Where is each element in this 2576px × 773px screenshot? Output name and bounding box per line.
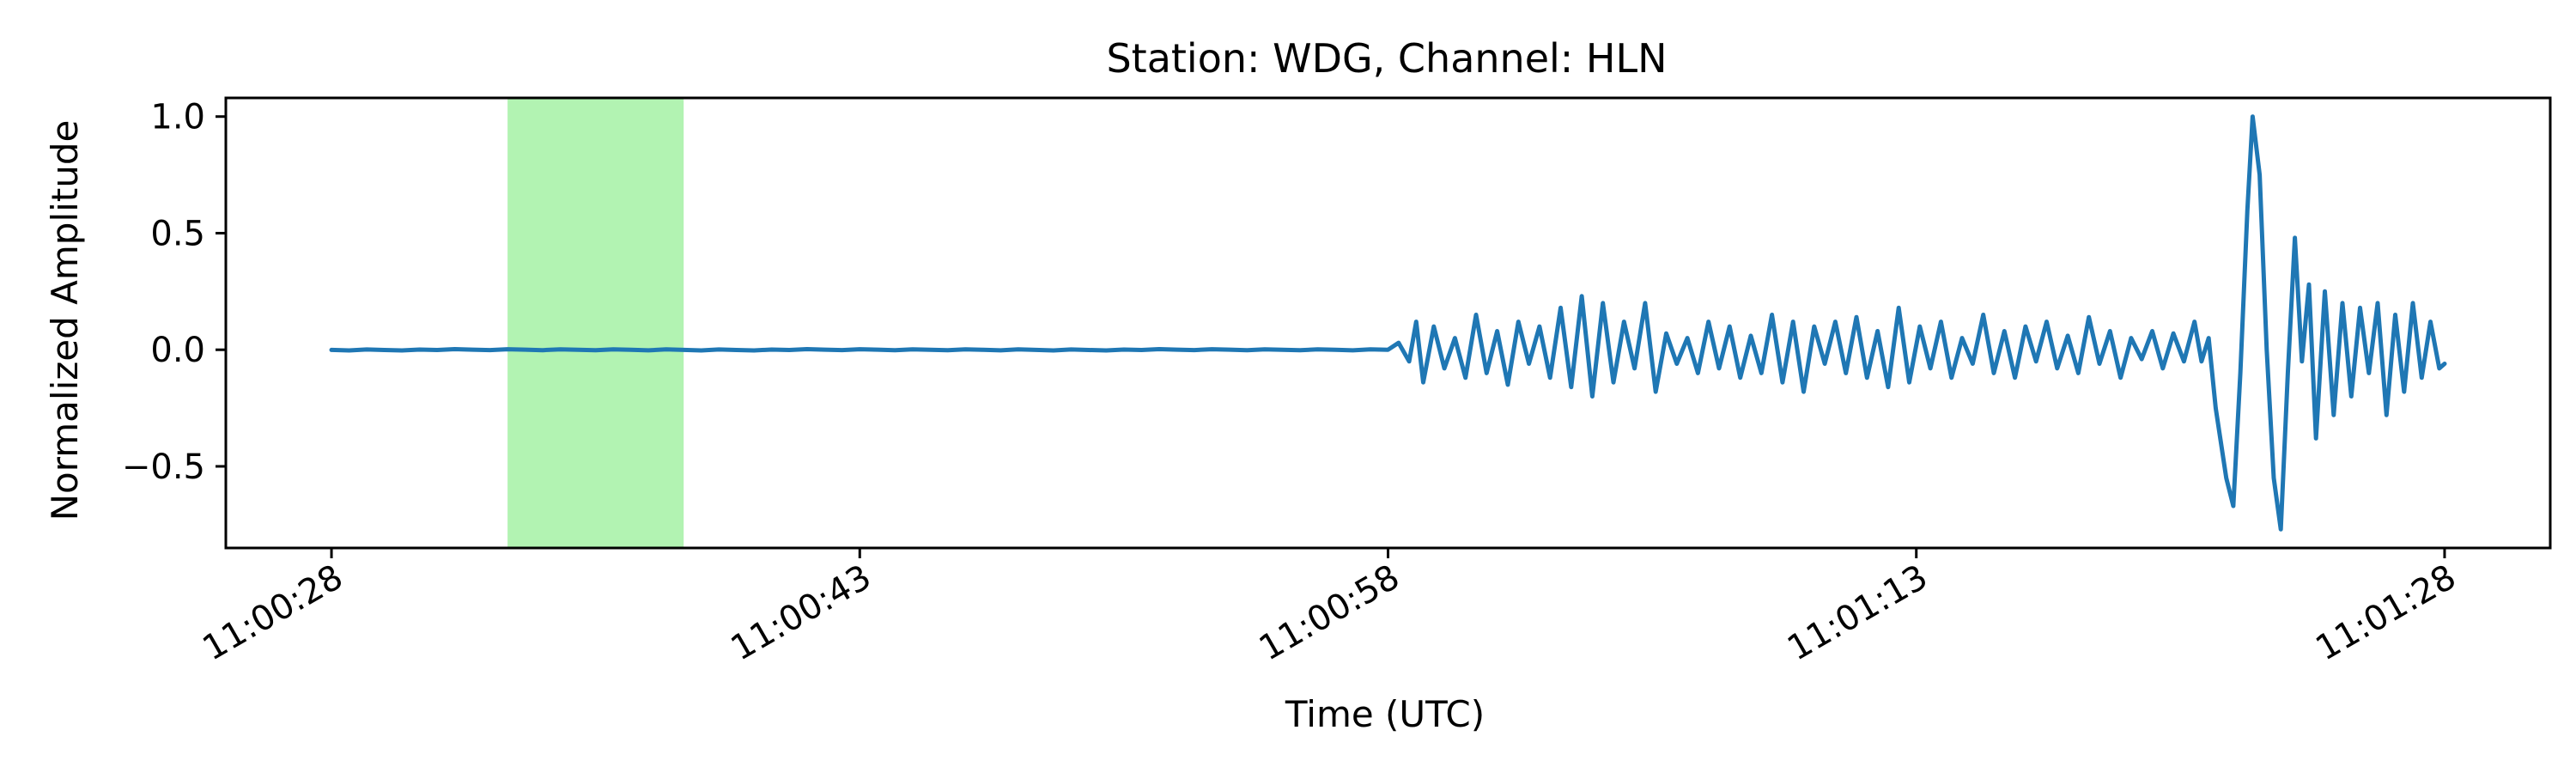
x-axis: 11:00:28 11:00:43 11:00:58 11:01:13 11:01:28	[196, 548, 2463, 669]
highlight-span	[507, 98, 684, 548]
chart-title: Station: WDG, Channel: HLN	[1106, 35, 1667, 82]
x-tick-label: 11:01:28	[2309, 557, 2463, 669]
x-tick-label: 11:01:13	[1781, 557, 1935, 669]
y-tick-label: −0.5	[122, 447, 205, 487]
plot-area	[224, 96, 2552, 550]
x-tick-label: 11:00:43	[725, 557, 878, 669]
x-tick-label: 11:00:58	[1253, 557, 1406, 669]
y-tick-label: 1.0	[150, 98, 205, 137]
x-tick-label: 11:00:28	[196, 557, 349, 669]
x-axis-label: Time (UTC)	[1285, 693, 1485, 735]
y-axis: 1.0 0.5 0.0 −0.5	[122, 98, 226, 487]
series-line-amplitude	[329, 114, 2447, 532]
y-tick-label: 0.5	[150, 214, 205, 253]
y-axis-label: Normalized Amplitude	[44, 120, 86, 521]
y-tick-label: 0.0	[150, 331, 205, 370]
